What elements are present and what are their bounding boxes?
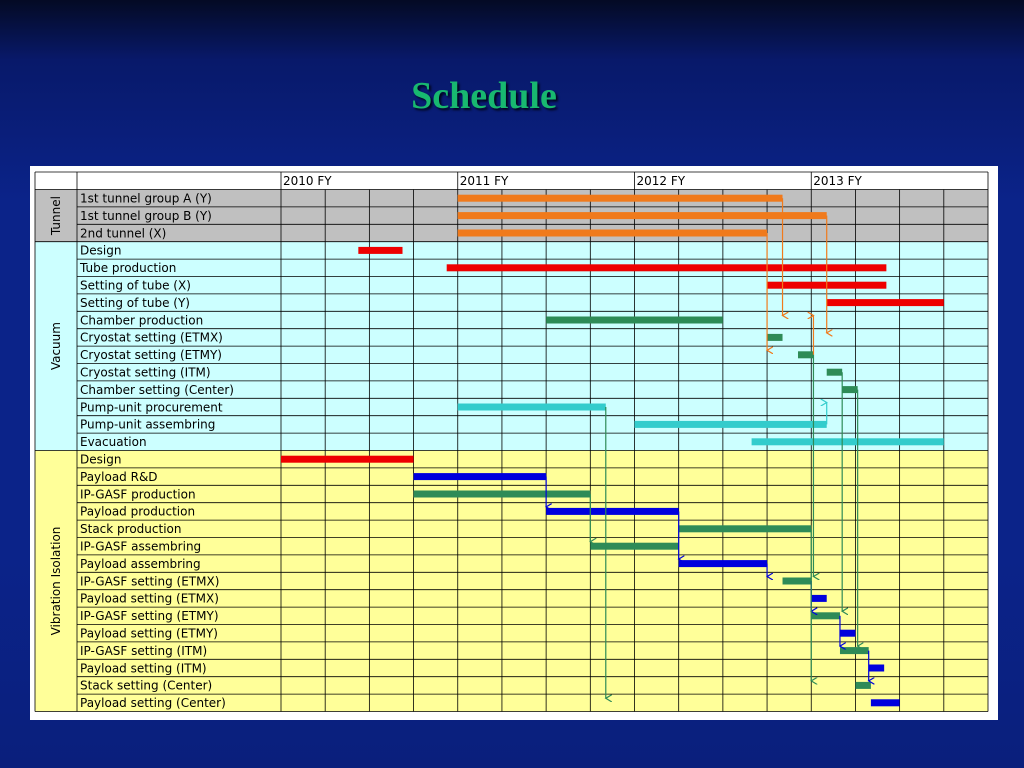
task-label: IP-GASF assembring [80, 540, 201, 554]
task-label: Payload R&D [80, 470, 158, 484]
task-label: Evacuation [80, 435, 147, 449]
task-bar [811, 594, 827, 602]
year-label: 2010 FY [283, 174, 332, 188]
task-bar [634, 420, 827, 428]
group-label: Tunnel [49, 196, 63, 236]
task-bar [842, 386, 858, 394]
task-label: Payload setting (ETMY) [80, 627, 218, 641]
year-label: 2012 FY [637, 174, 686, 188]
task-label: 2nd tunnel (X) [80, 226, 166, 240]
task-label: 1st tunnel group A (Y) [80, 192, 212, 206]
task-bar [678, 525, 812, 533]
task-label: IP-GASF setting (ITM) [80, 644, 207, 658]
group-label: Vacuum [49, 322, 63, 370]
task-bar [358, 246, 403, 254]
task-bar [546, 316, 723, 324]
task-bar [767, 333, 783, 341]
task-label: Setting of tube (X) [80, 279, 191, 293]
task-bar [797, 351, 814, 359]
task-label: Payload setting (ITM) [80, 661, 207, 675]
task-label: Design [80, 244, 121, 258]
task-label: Payload assembring [80, 557, 201, 571]
header-background [35, 172, 988, 190]
task-bar [751, 438, 944, 446]
slide-title: Schedule [411, 75, 557, 117]
task-bar [811, 612, 840, 620]
task-label: IP-GASF setting (ETMX) [80, 574, 219, 588]
task-bar [868, 664, 885, 672]
task-bar [839, 629, 856, 637]
task-label: Tube production [79, 261, 176, 275]
task-label: Cryostat setting (ETMX) [80, 331, 223, 345]
task-label: IP-GASF setting (ETMY) [80, 609, 219, 623]
task-label: Setting of tube (Y) [80, 296, 190, 310]
task-bar [782, 577, 812, 585]
task-label: Chamber setting (Center) [80, 383, 234, 397]
task-bar [855, 681, 871, 689]
task-bar [678, 560, 768, 568]
year-label: 2013 FY [813, 174, 862, 188]
task-label: Pump-unit assembring [80, 418, 215, 432]
task-bar [457, 194, 783, 202]
task-bar [870, 699, 900, 707]
task-label: Stack setting (Center) [80, 679, 212, 693]
task-label: Payload setting (Center) [80, 696, 226, 710]
year-label: 2011 FY [460, 174, 509, 188]
task-bar [413, 473, 547, 481]
group-label: Vibration Isolation [49, 527, 63, 636]
task-label: Cryostat setting (ITM) [80, 366, 211, 380]
task-bar [457, 403, 606, 411]
task-label: 1st tunnel group B (Y) [80, 209, 212, 223]
task-label: Stack production [80, 522, 181, 536]
task-bar [457, 229, 768, 237]
task-label: Cryostat setting (ETMY) [80, 348, 222, 362]
task-label: Pump-unit procurement [80, 400, 223, 414]
task-bar [839, 647, 869, 655]
task-bar [590, 542, 679, 550]
task-label: Payload setting (ETMX) [80, 592, 219, 606]
task-label: Payload production [80, 505, 195, 519]
gantt-chart-frame: Tunnel Vacuum Vibration Isolation 2010 FY 20… [30, 166, 998, 720]
task-bar [457, 212, 827, 220]
task-label: Chamber production [80, 313, 203, 327]
gantt-chart: Tunnel Vacuum Vibration Isolation 2010 FY 20… [34, 171, 989, 712]
task-label: IP-GASF production [80, 487, 196, 501]
task-bar [281, 455, 414, 463]
task-bar [446, 264, 887, 272]
task-bar [826, 299, 944, 307]
task-bar [546, 507, 679, 515]
task-bar [413, 490, 591, 498]
task-label: Design [80, 453, 121, 467]
task-bar [826, 368, 843, 376]
